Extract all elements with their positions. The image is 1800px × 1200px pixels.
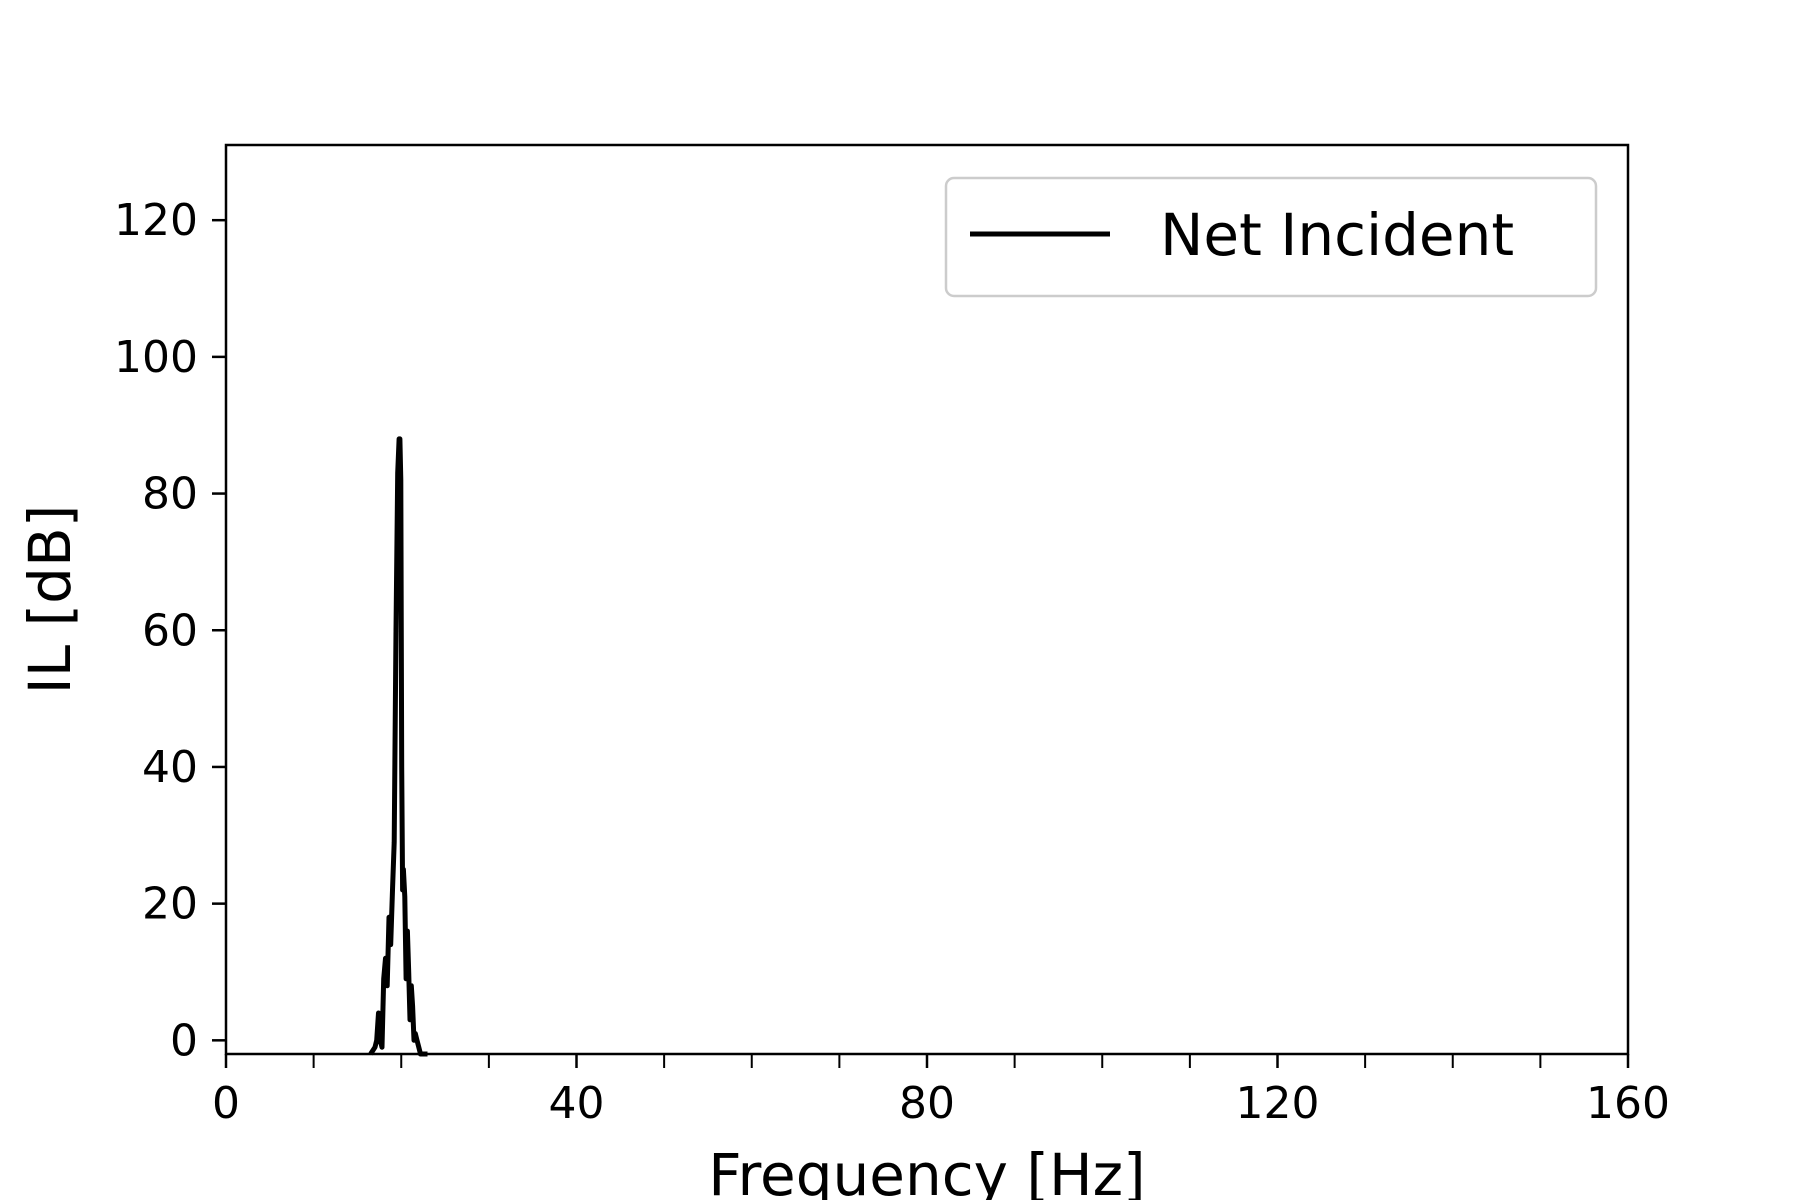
x-tick-label: 160 [1586,1078,1670,1129]
y-tick-label: 120 [114,195,198,246]
x-axis-label: Frequency [Hz] [708,1141,1145,1200]
y-tick-label: 100 [114,332,198,383]
y-tick-label: 40 [142,742,198,793]
series-line-net-incident [368,436,428,1057]
legend-label-net-incident: Net Incident [1160,201,1514,269]
x-tick-label: 80 [899,1078,955,1129]
y-tick-label: 60 [142,605,198,656]
x-tick-label: 0 [212,1078,240,1129]
y-axis-ticks: 0 20 40 60 80 100 120 [114,195,226,1066]
x-axis-ticks: 0 40 80 120 160 [212,1054,1670,1129]
legend: Net Incident [944,176,1598,298]
y-tick-label: 80 [142,469,198,520]
series-layer [368,436,428,1057]
y-axis-label: IL [dB] [16,505,84,695]
y-tick-label: 0 [170,1015,198,1066]
x-tick-label: 120 [1236,1078,1320,1129]
x-tick-label: 40 [549,1078,605,1129]
y-tick-label: 20 [142,879,198,930]
legend-box [944,176,1598,298]
